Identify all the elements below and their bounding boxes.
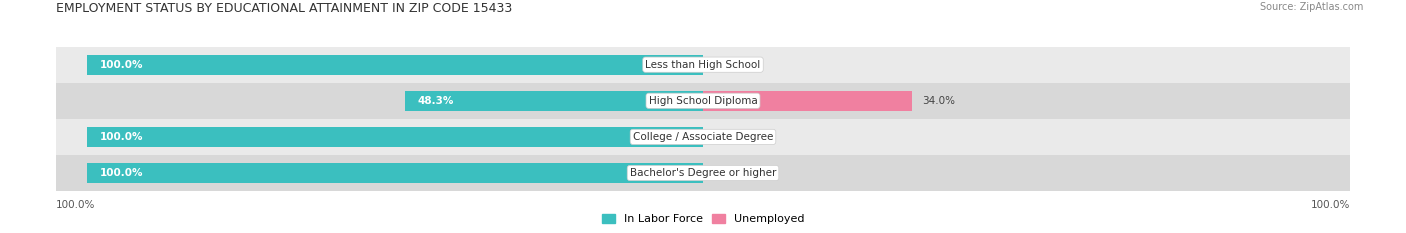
Text: 0.0%: 0.0% [713, 168, 738, 178]
Text: Source: ZipAtlas.com: Source: ZipAtlas.com [1260, 2, 1364, 12]
Bar [56, 83, 1350, 119]
Bar [87, 127, 703, 147]
Bar [56, 119, 1350, 155]
Text: 100.0%: 100.0% [1310, 200, 1350, 210]
Bar [87, 163, 703, 183]
Text: High School Diploma: High School Diploma [648, 96, 758, 106]
Text: 100.0%: 100.0% [100, 132, 143, 142]
Text: Less than High School: Less than High School [645, 60, 761, 70]
Bar [56, 155, 1350, 191]
Text: 0.0%: 0.0% [713, 132, 738, 142]
Bar [56, 47, 1350, 83]
Text: Bachelor's Degree or higher: Bachelor's Degree or higher [630, 168, 776, 178]
Bar [87, 55, 703, 75]
Text: 100.0%: 100.0% [100, 168, 143, 178]
Bar [405, 91, 703, 111]
Text: 48.3%: 48.3% [418, 96, 454, 106]
Text: 100.0%: 100.0% [56, 200, 96, 210]
Text: 0.0%: 0.0% [713, 60, 738, 70]
Text: EMPLOYMENT STATUS BY EDUCATIONAL ATTAINMENT IN ZIP CODE 15433: EMPLOYMENT STATUS BY EDUCATIONAL ATTAINM… [56, 2, 513, 15]
Text: 100.0%: 100.0% [100, 60, 143, 70]
Bar [703, 91, 912, 111]
Legend: In Labor Force, Unemployed: In Labor Force, Unemployed [598, 209, 808, 229]
Text: College / Associate Degree: College / Associate Degree [633, 132, 773, 142]
Text: 34.0%: 34.0% [922, 96, 955, 106]
